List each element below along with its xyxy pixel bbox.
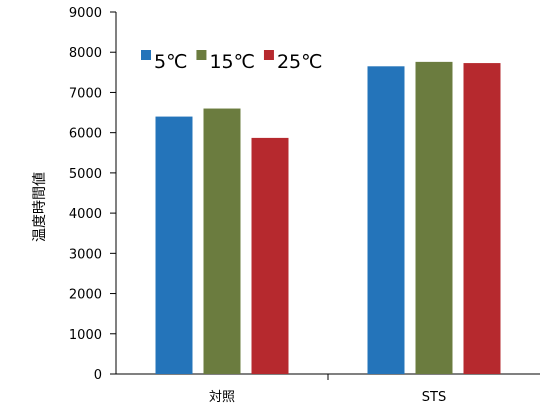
y-tick-label: 8000 [69, 46, 102, 61]
bar [251, 137, 289, 374]
chart-ticks: 0 1000 2000 3000 4000 5000 6000 7000 8000 9000 対照 S… [69, 6, 446, 405]
legend-swatch [141, 50, 151, 60]
bar [367, 66, 405, 375]
x-tick-label: 対照 [209, 390, 235, 405]
x-tick-label: STS [422, 390, 446, 405]
y-tick-label: 6000 [69, 127, 102, 142]
y-tick-label: 2000 [69, 288, 102, 303]
legend-label: 5℃ [154, 51, 187, 73]
chart-legend: 5℃ 15℃ 25℃ [141, 50, 322, 73]
y-axis-title: 温度時間値 [32, 172, 48, 242]
y-tick-label: 1000 [69, 328, 102, 343]
y-tick-label: 5000 [69, 167, 102, 182]
legend-swatch [263, 50, 274, 60]
y-tick-label: 4000 [69, 207, 102, 222]
bar [415, 61, 453, 375]
y-tick-label: 0 [94, 368, 102, 383]
y-tick-label: 9000 [69, 6, 102, 21]
legend-label: 25℃ [277, 51, 323, 73]
legend-swatch [196, 50, 207, 60]
legend-label: 15℃ [209, 51, 255, 73]
bar [155, 116, 193, 375]
bar [463, 63, 501, 375]
bar [203, 108, 241, 375]
chart-bars [155, 61, 501, 375]
y-tick-label: 3000 [69, 247, 102, 262]
y-tick-label: 7000 [69, 86, 102, 101]
